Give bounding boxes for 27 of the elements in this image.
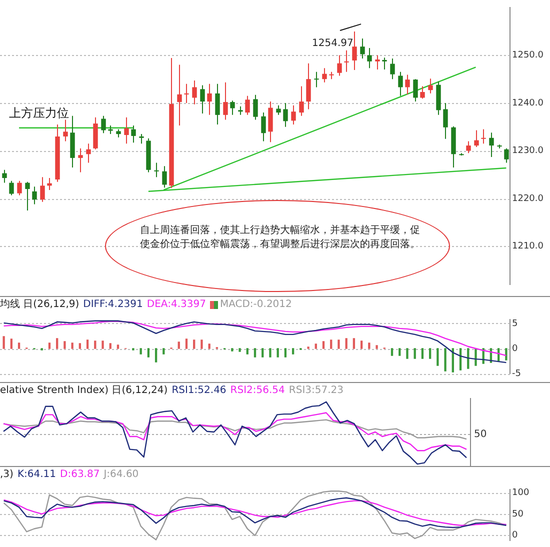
y-tick-label: 1230.0	[512, 146, 544, 156]
y-tick-label: 100	[512, 488, 530, 498]
y-tick-label: 1240.0	[512, 98, 544, 108]
y-tick-label: 5	[512, 318, 518, 329]
y-tick-label: 1250.0	[512, 50, 544, 61]
y-tick-label: 0	[512, 344, 518, 354]
y-tick-label: -5	[512, 368, 521, 379]
y-tick-label: 50	[512, 509, 524, 520]
text: RSI2:56.54	[230, 384, 285, 398]
ref-line-label: 50	[474, 429, 487, 440]
annotation: 自上周连番回落，使其上行趋势大幅缩水，并基本趋于平缓，促使金价位于低位窄幅震荡，有望调整后进行深层次的再度回落。	[140, 224, 421, 252]
annotation: 1254.97	[312, 37, 354, 51]
chart-title: 均线 日(26,12,9)	[0, 298, 80, 312]
y-tick-label: 1220.0	[512, 194, 544, 204]
text: D:63.87	[60, 468, 100, 482]
y-tick-label: 0	[512, 530, 518, 540]
annotation: 上方压力位	[9, 106, 70, 120]
series-label: RSI1:52.46	[172, 384, 226, 398]
series-label: J:64.60	[104, 468, 139, 482]
text: RSI3:57.23	[288, 384, 344, 398]
y-tick-label: 1210.0	[512, 242, 544, 252]
chart-title: elative Strenth Index) 日(6,12,24)	[0, 384, 168, 398]
series-label: DIFF:4.2391	[83, 298, 143, 312]
legend-label: MACD:-0.2012	[220, 298, 292, 312]
chart-title: ,3)	[0, 468, 14, 482]
text: K:64.11	[17, 468, 56, 482]
series-label: DEA:4.3397	[146, 298, 206, 312]
